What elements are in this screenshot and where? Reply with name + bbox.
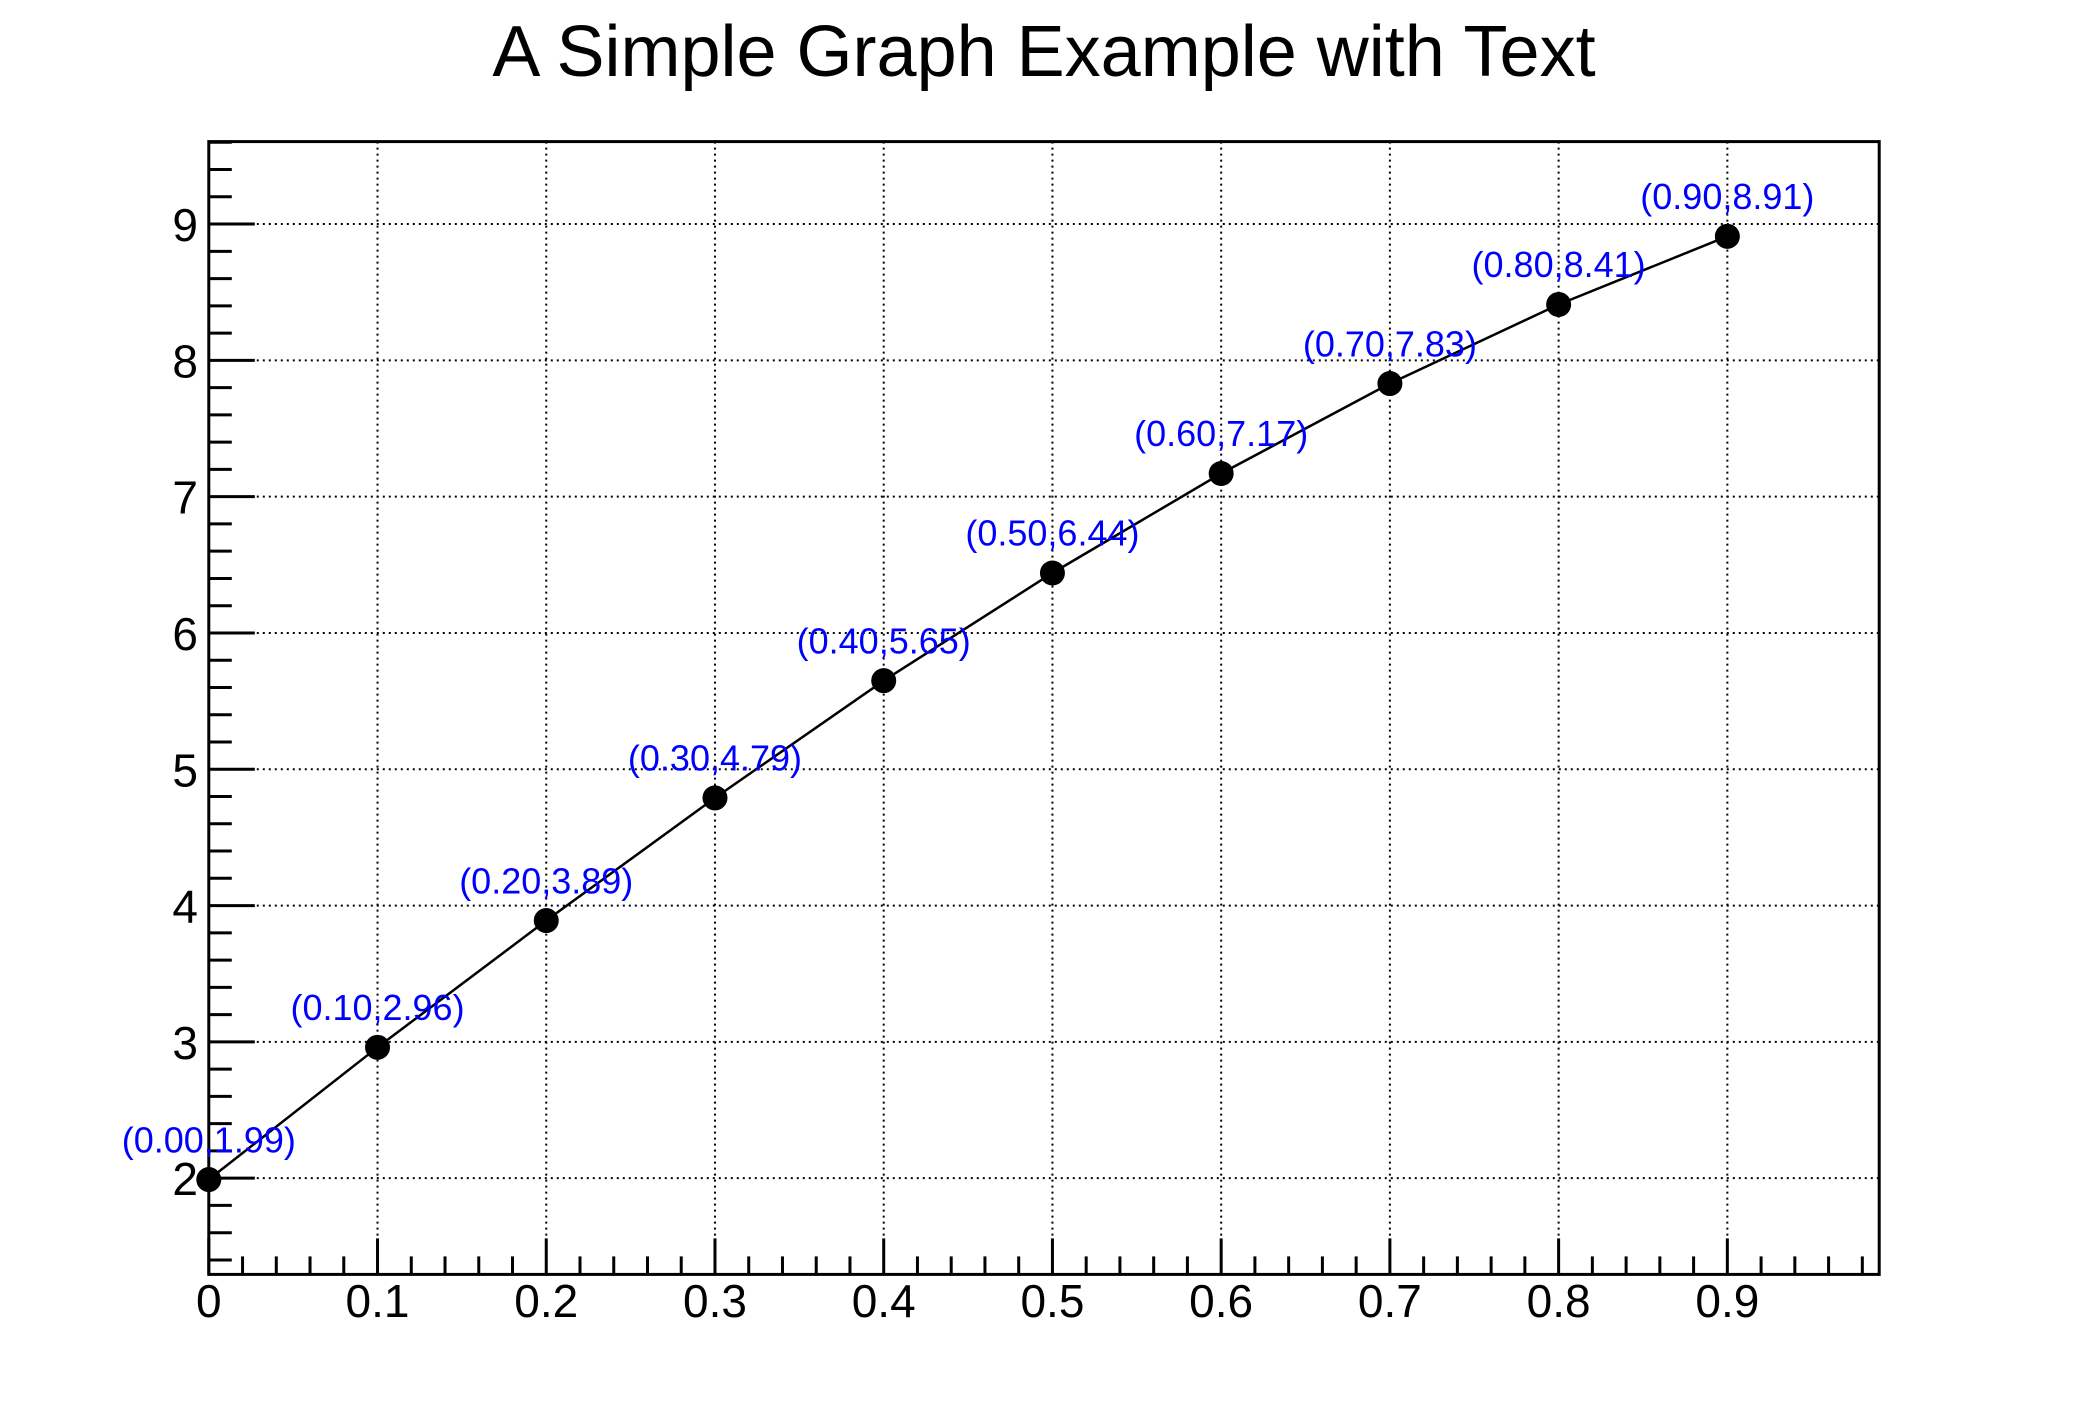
data-point <box>533 908 559 934</box>
data-point <box>365 1034 391 1060</box>
axes-layer: 0 0.1 0.2 0.3 0.4 0.5 0.6 0.7 0.8 0.9 2 3 4 5 6 7 8 9 <box>172 140 1881 1327</box>
x-tick-label: 0.1 <box>346 1275 410 1327</box>
data-point-label: (0.90,8.91) <box>1640 176 1814 217</box>
x-tick-label: 0.4 <box>852 1275 916 1327</box>
data-point <box>196 1167 222 1193</box>
y-tick-label: 3 <box>172 1017 198 1069</box>
data-point <box>1377 371 1403 397</box>
data-point <box>1039 560 1065 586</box>
data-point <box>702 785 728 811</box>
data-series-layer: (0.00,1.99) (0.10,2.96) (0.20,3.89) (0.30,4… <box>122 176 1814 1193</box>
x-tick-label: 0.7 <box>1358 1275 1422 1327</box>
data-point-label: (0.30,4.79) <box>628 738 802 779</box>
x-tick-label: 0 <box>196 1275 222 1327</box>
y-tick-label: 4 <box>172 881 198 933</box>
data-line <box>208 235 1728 1181</box>
data-point-label: (0.70,7.83) <box>1303 323 1477 364</box>
data-point-label: (0.20,3.89) <box>459 860 633 901</box>
y-tick-label: 2 <box>172 1153 198 1205</box>
data-point-label: (0.50,6.44) <box>965 513 1139 554</box>
grid-layer <box>208 141 1880 1275</box>
x-tick-label: 0.6 <box>1189 1275 1253 1327</box>
data-point-label: (0.00,1.99) <box>122 1119 296 1160</box>
y-tick-label: 6 <box>172 608 198 660</box>
plot-frame <box>207 140 1881 1276</box>
y-tick-label: 7 <box>172 472 198 524</box>
data-point <box>1546 291 1572 317</box>
data-point <box>1208 460 1234 486</box>
x-tick-label: 0.3 <box>683 1275 747 1327</box>
y-tick-label: 8 <box>172 335 198 387</box>
x-tick-label: 0.2 <box>514 1275 578 1327</box>
x-tick-label: 0.5 <box>1020 1275 1084 1327</box>
data-point-label: (0.60,7.17) <box>1134 413 1308 454</box>
y-tick-label: 9 <box>172 199 198 251</box>
data-point <box>871 668 897 694</box>
x-tick-label: 0.8 <box>1527 1275 1591 1327</box>
data-point-label: (0.80,8.41) <box>1472 244 1646 285</box>
data-point <box>1714 223 1740 249</box>
data-point-label: (0.10,2.96) <box>290 987 464 1028</box>
data-point-label: (0.40,5.65) <box>797 620 971 661</box>
chart-title: A Simple Graph Example with Text <box>492 12 1595 92</box>
y-tick-label: 5 <box>172 744 198 796</box>
x-tick-label: 0.9 <box>1695 1275 1759 1327</box>
